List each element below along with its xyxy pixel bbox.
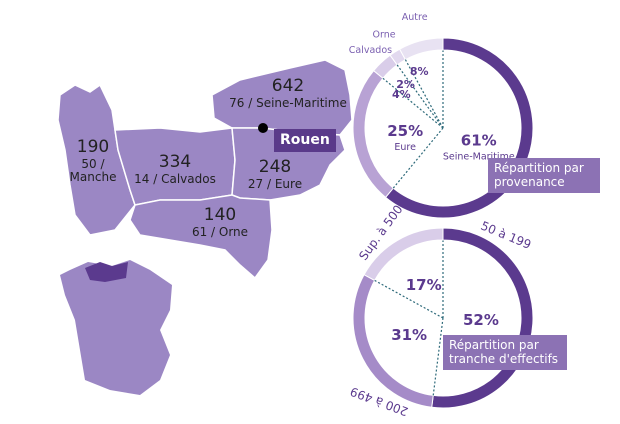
department: 76 / Seine-Maritime [229, 95, 347, 110]
france [60, 260, 172, 395]
value-label: 61% [461, 131, 497, 149]
department: 61 / Orne [191, 224, 249, 239]
pie-title: Répartition par provenance [488, 158, 600, 193]
label-calvados: 334 14 / Calvados [125, 152, 225, 186]
count: 334 [158, 152, 192, 172]
label-manche: 190 50 / Manche [68, 137, 118, 185]
slice-divider [404, 59, 444, 129]
department: 14 / Calvados [134, 171, 216, 186]
value-label: 25% [387, 122, 423, 140]
slice-divider [432, 317, 444, 396]
count: 248 [258, 157, 292, 177]
department: 50 / Manche [69, 156, 117, 185]
category-label: Orne [373, 30, 396, 41]
category-label: Autre [402, 12, 428, 23]
slice-divider [392, 127, 444, 189]
count: 642 [271, 76, 305, 96]
pie-slice [398, 37, 444, 61]
count: 140 [203, 205, 237, 225]
pie-title: Répartition par tranche d'effectifs [443, 335, 567, 370]
count: 190 [76, 137, 110, 157]
slice-divider [374, 279, 444, 319]
normandy-highlight [85, 262, 128, 282]
slice-divider [382, 77, 444, 129]
value-label: 52% [463, 311, 499, 329]
value-label: 4% [392, 88, 411, 101]
category-label: Seine-Maritime [443, 151, 515, 162]
category-label: Eure [394, 142, 416, 153]
orne [129, 194, 273, 280]
value-label: 2% [396, 78, 415, 91]
value-label: 31% [391, 326, 427, 344]
label-eure: 248 27 / Eure [230, 157, 320, 191]
category-label: Calvados [349, 45, 392, 56]
rouen-dot [258, 123, 268, 133]
city-label: Rouen [274, 129, 336, 152]
pie-slice [363, 227, 444, 282]
department: 27 / Eure [247, 176, 303, 191]
value-label: 17% [406, 276, 442, 294]
value-label: 8% [410, 65, 429, 78]
slice-divider [396, 64, 444, 129]
label-orne: 140 61 / Orne [175, 205, 265, 239]
label-seine-maritime: 642 76 / Seine-Maritime [218, 76, 358, 110]
france-map [60, 260, 172, 395]
